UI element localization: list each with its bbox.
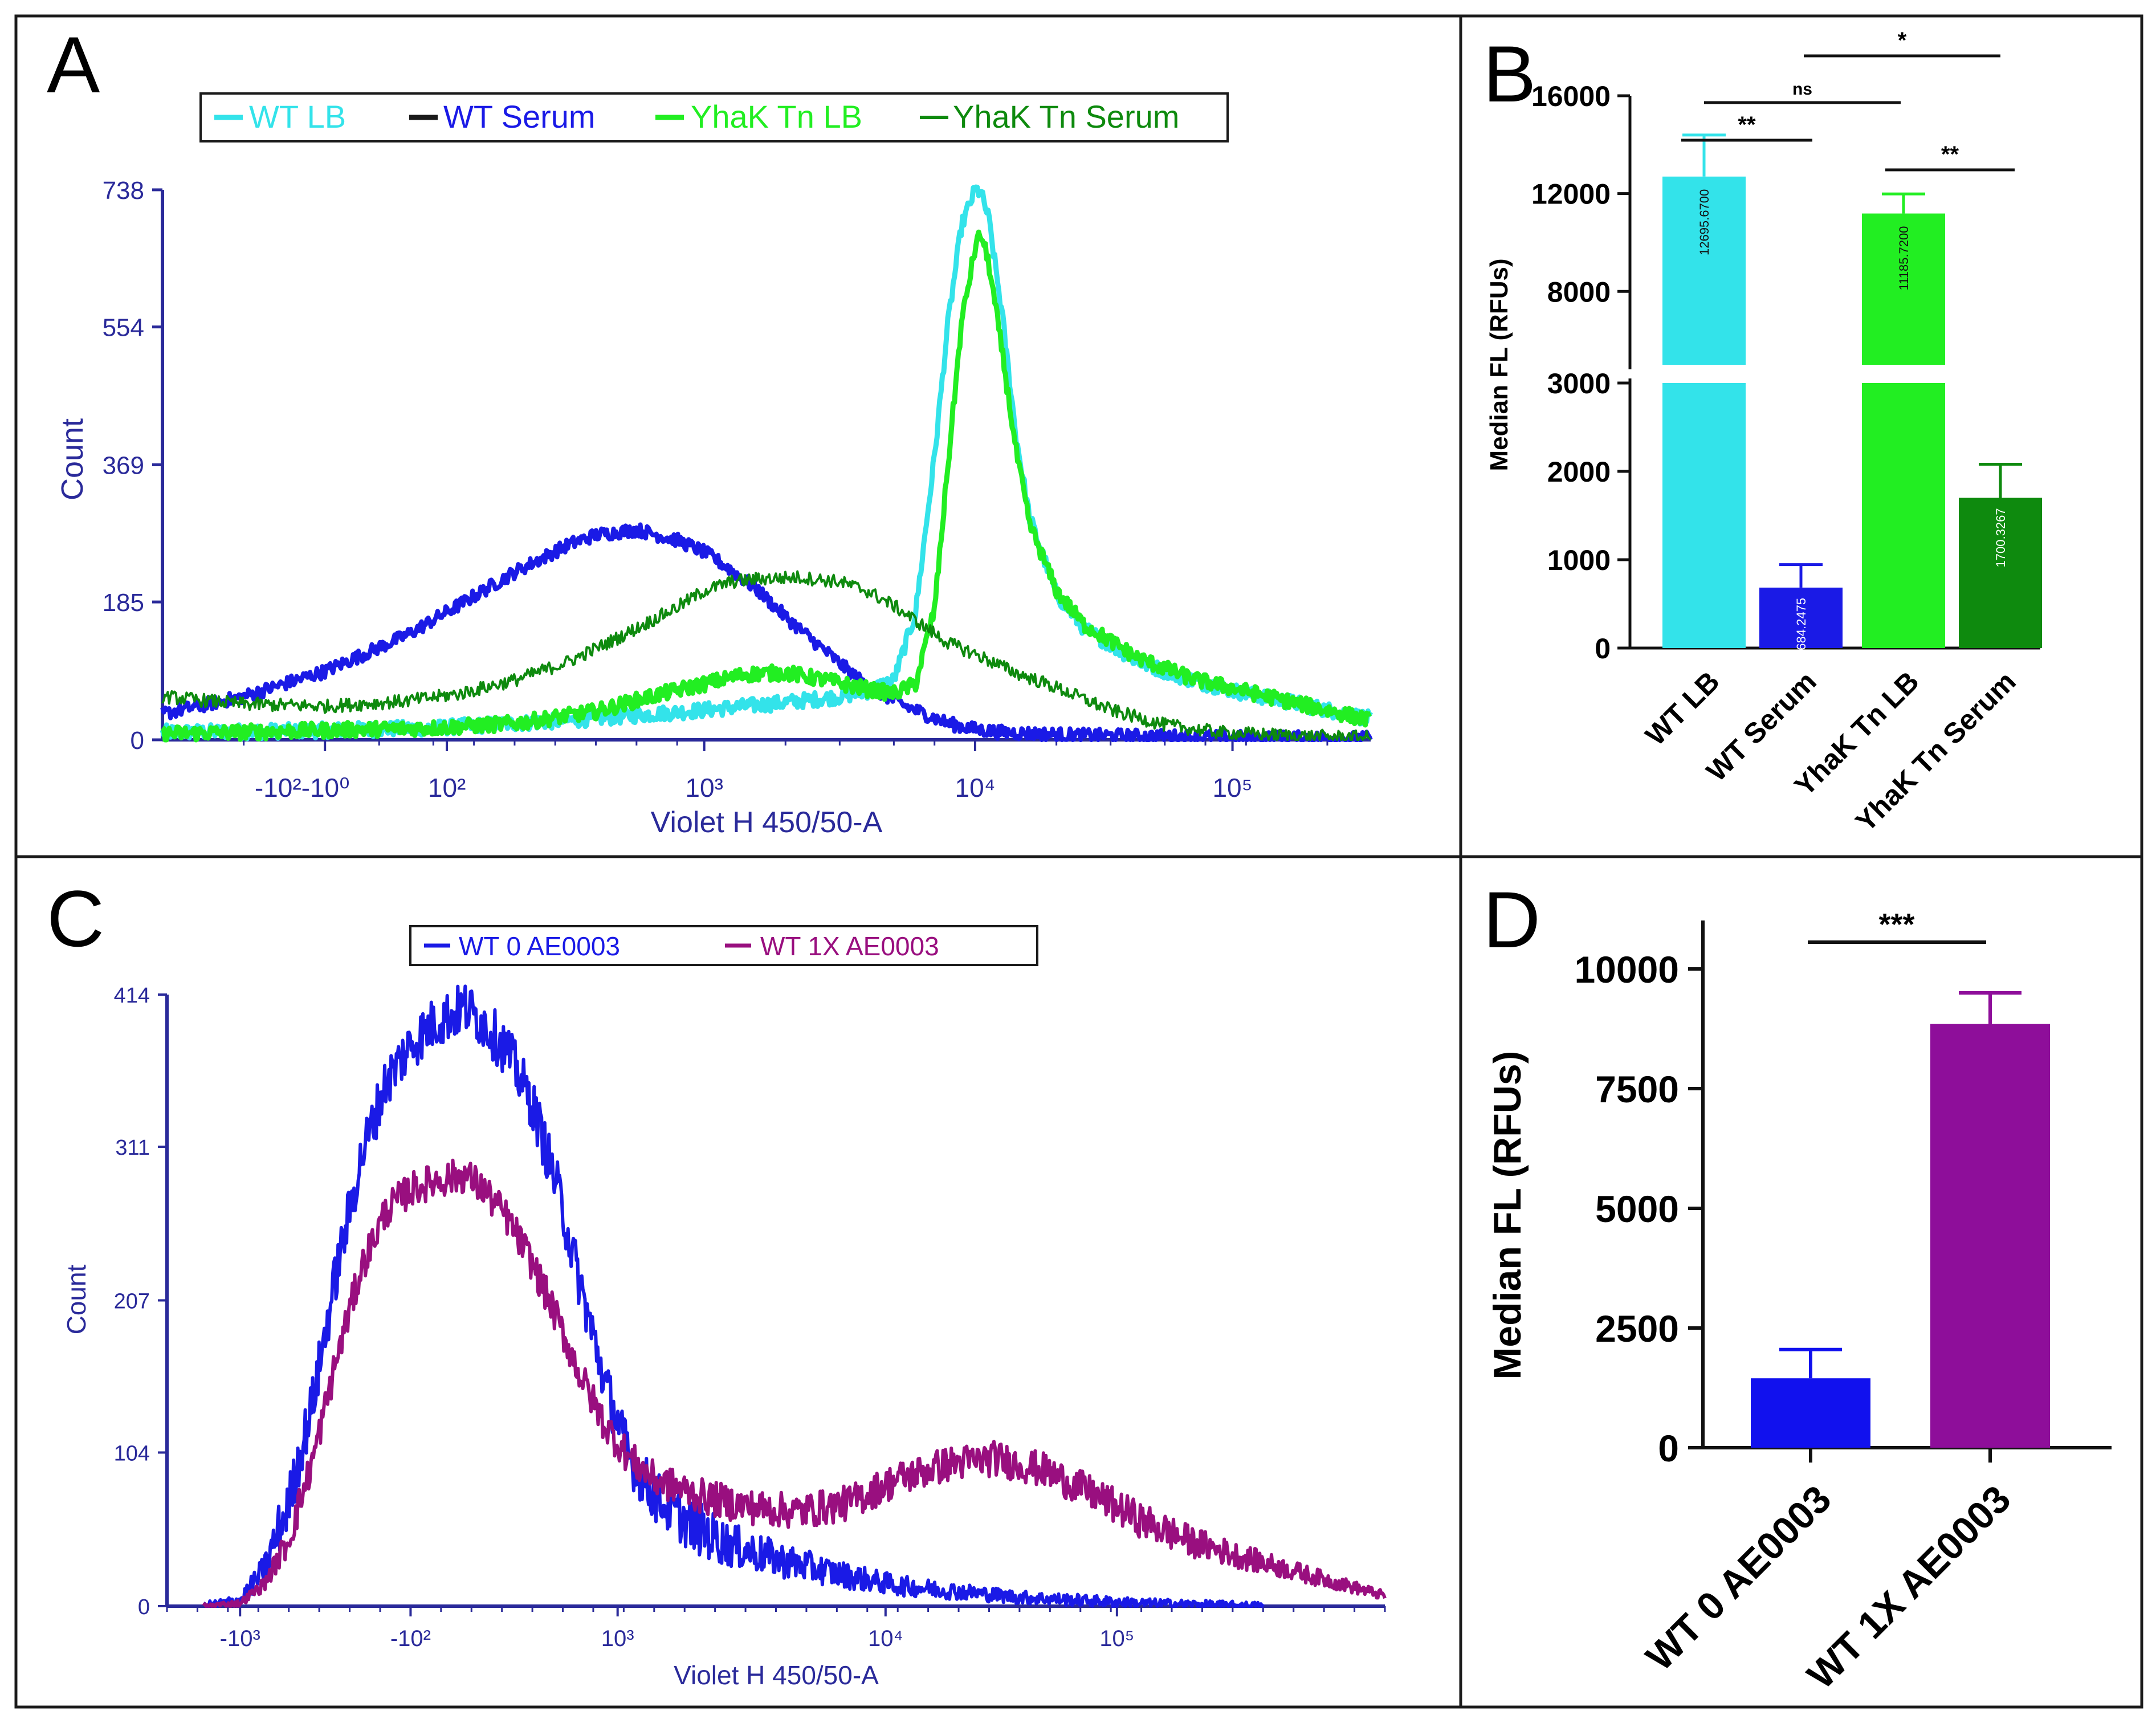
c-y-tick-label: 311 <box>115 1136 150 1160</box>
d-y-axis-label: Median FL (RFUs) <box>1486 1051 1529 1380</box>
legend-label-yhak-lb: YhaK Tn LB <box>691 99 862 135</box>
d-y-tick-label: 5000 <box>1595 1188 1679 1230</box>
panel-label-a: A <box>47 20 100 109</box>
series-a <box>160 184 1373 743</box>
b-data-label: 684.2475 <box>1794 598 1808 650</box>
significance-b: **ns*** <box>1681 28 2015 172</box>
a-x-tick-label: 10² <box>428 773 466 803</box>
b-significance-label: ** <box>1941 142 1959 167</box>
a-y-tick-label: 738 <box>103 177 144 205</box>
legend-label-wt-1x: WT 1X AE0003 <box>760 931 939 961</box>
b-bar-lower <box>1862 383 1945 648</box>
legend-a: WT LB WT Serum YhaK Tn LB YhaK Tn Serum <box>199 92 1229 142</box>
a-x-tick-label: 10⁵ <box>1212 773 1252 803</box>
d-y-tick-label: 7500 <box>1595 1068 1679 1110</box>
c-y-tick-label: 414 <box>114 984 150 1008</box>
legend-label-wt-serum: WT Serum <box>443 99 596 135</box>
series-c <box>202 984 1387 1608</box>
b-data-label: 11185.7200 <box>1897 226 1911 291</box>
b-y-axis-label: Median FL (RFUs) <box>1485 258 1513 471</box>
c-y-tick-label: 0 <box>138 1595 150 1619</box>
panel-b-bar-chart: 0 1000 2000 3000 8000 12000 16000 12695.6700 WT… <box>1485 28 2042 838</box>
d-bar <box>1930 1024 2050 1448</box>
panel-label-c: C <box>47 874 104 963</box>
a-series-yhak-tn-lb <box>161 229 1372 743</box>
panel-label-d: D <box>1483 875 1540 964</box>
c-y-axis-label: Count <box>62 1264 91 1334</box>
frame-b <box>1459 14 2143 858</box>
legend-label-wt-lb: WT LB <box>249 99 346 135</box>
axes-a: 0 185 369 554 738 -10²-10⁰ 10² 10³ 10⁴ 10⁵ <box>103 177 1371 803</box>
c-y-tick-label: 104 <box>114 1441 150 1465</box>
c-series-wt-0-ae0003 <box>202 984 1265 1608</box>
c-series-wt-1x-ae0003 <box>202 1158 1387 1608</box>
b-significance-label: ns <box>1792 80 1812 99</box>
panel-frames <box>14 14 2143 1709</box>
legend-c: WT 0 AE0003 WT 1X AE0003 <box>409 925 1038 966</box>
b-bar-lower <box>1662 383 1746 648</box>
a-y-tick-label: 369 <box>103 452 144 480</box>
b-y-tick-label: 2000 <box>1547 456 1611 488</box>
b-y-tick-label: 8000 <box>1547 276 1611 308</box>
a-y-tick-label: 0 <box>131 727 144 755</box>
frame-c <box>14 855 1462 1709</box>
a-series-yhak-tn-serum <box>161 570 1372 741</box>
c-x-tick-label: 10⁴ <box>868 1626 903 1651</box>
a-y-axis-label: Count <box>55 418 89 500</box>
legend-label-yhak-serum: YhaK Tn Serum <box>953 99 1179 135</box>
c-x-tick-label: 10³ <box>601 1626 634 1651</box>
b-y-tick-label: 12000 <box>1531 178 1611 210</box>
panel-label-b: B <box>1483 29 1536 119</box>
b-data-label: 1700.3267 <box>1994 508 2008 567</box>
a-x-tick-label: 10⁴ <box>955 773 996 803</box>
a-series-wt-lb <box>160 184 1373 742</box>
c-y-tick-label: 207 <box>114 1290 150 1314</box>
b-x-tick-label: YhaK Tn Serum <box>1849 665 2022 838</box>
b-y-tick-label: 3000 <box>1547 368 1611 400</box>
b-bar <box>1759 587 1843 648</box>
b-y-tick-label: 1000 <box>1547 544 1611 576</box>
b-x-tick-label: WT LB <box>1639 665 1726 752</box>
panel-a-histogram: WT LB WT Serum YhaK Tn LB YhaK Tn Serum … <box>55 92 1373 839</box>
c-x-tick-label: 10⁵ <box>1099 1626 1134 1651</box>
d-x-tick-label: WT 0 AE0003 <box>1638 1477 1840 1679</box>
a-series-wt-serum <box>160 522 1373 742</box>
frame-d <box>1459 855 2143 1709</box>
c-x-tick-label: -10² <box>390 1626 431 1651</box>
c-x-axis-label: Violet H 450/50-A <box>674 1660 879 1690</box>
b-bar-upper <box>1862 213 1945 365</box>
b-significance-label: ** <box>1738 112 1756 137</box>
c-x-tick-label: -10³ <box>220 1626 260 1651</box>
b-data-label: 12695.6700 <box>1697 189 1711 255</box>
d-y-tick-label: 10000 <box>1574 948 1679 991</box>
a-x-tick-label: 10³ <box>685 773 723 803</box>
significance-d: *** <box>1808 907 1986 944</box>
b-y-tick-label: 0 <box>1595 633 1611 665</box>
legend-label-wt-0: WT 0 AE0003 <box>459 931 620 961</box>
a-x-axis-label: Violet H 450/50-A <box>651 806 883 839</box>
d-bar <box>1751 1378 1870 1448</box>
d-y-tick-label: 2500 <box>1595 1307 1679 1350</box>
a-y-tick-label: 554 <box>103 314 144 342</box>
a-x-tick-label: -10²-10⁰ <box>255 773 350 803</box>
axes-b: 0 1000 2000 3000 8000 12000 16000 <box>1531 80 2040 665</box>
axes-d: 0 2500 5000 7500 10000 <box>1574 920 2112 1469</box>
b-y-tick-label: 16000 <box>1531 80 1611 112</box>
b-bar <box>1959 498 2042 648</box>
b-bar-upper <box>1662 176 1746 365</box>
d-y-tick-label: 0 <box>1658 1427 1679 1469</box>
panel-c-histogram: WT 0 AE0003 WT 1X AE0003 0 104 207 311 414 -1… <box>62 925 1387 1690</box>
a-y-tick-label: 185 <box>103 589 144 617</box>
b-significance-label: * <box>1898 28 1907 53</box>
d-significance-label: *** <box>1878 907 1914 942</box>
